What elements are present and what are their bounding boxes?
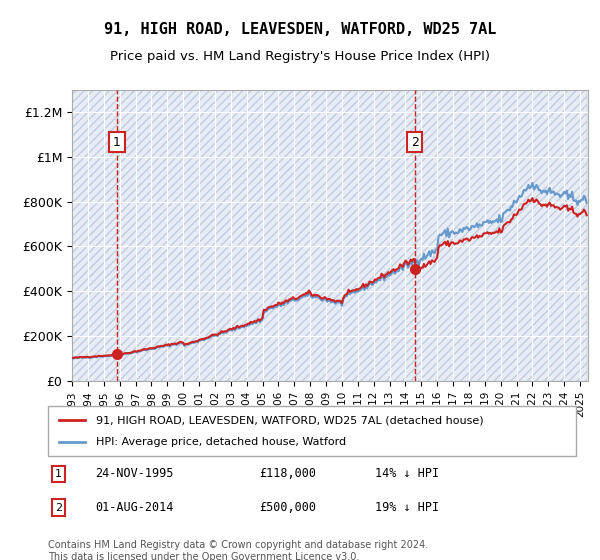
Text: 19% ↓ HPI: 19% ↓ HPI xyxy=(376,501,439,514)
FancyBboxPatch shape xyxy=(48,406,576,456)
Text: 91, HIGH ROAD, LEAVESDEN, WATFORD, WD25 7AL (detached house): 91, HIGH ROAD, LEAVESDEN, WATFORD, WD25 … xyxy=(95,415,483,425)
Text: HPI: Average price, detached house, Watford: HPI: Average price, detached house, Watf… xyxy=(95,437,346,447)
Text: 24-NOV-1995: 24-NOV-1995 xyxy=(95,468,174,480)
Text: 14% ↓ HPI: 14% ↓ HPI xyxy=(376,468,439,480)
Text: 1: 1 xyxy=(55,469,62,479)
Text: 2: 2 xyxy=(55,502,62,512)
Text: Price paid vs. HM Land Registry's House Price Index (HPI): Price paid vs. HM Land Registry's House … xyxy=(110,50,490,63)
Text: Contains HM Land Registry data © Crown copyright and database right 2024.
This d: Contains HM Land Registry data © Crown c… xyxy=(48,540,428,560)
Text: 2: 2 xyxy=(411,136,419,148)
Text: 91, HIGH ROAD, LEAVESDEN, WATFORD, WD25 7AL: 91, HIGH ROAD, LEAVESDEN, WATFORD, WD25 … xyxy=(104,22,496,38)
Text: 01-AUG-2014: 01-AUG-2014 xyxy=(95,501,174,514)
Text: 1: 1 xyxy=(113,136,121,148)
Text: £500,000: £500,000 xyxy=(259,501,316,514)
Text: £118,000: £118,000 xyxy=(259,468,316,480)
